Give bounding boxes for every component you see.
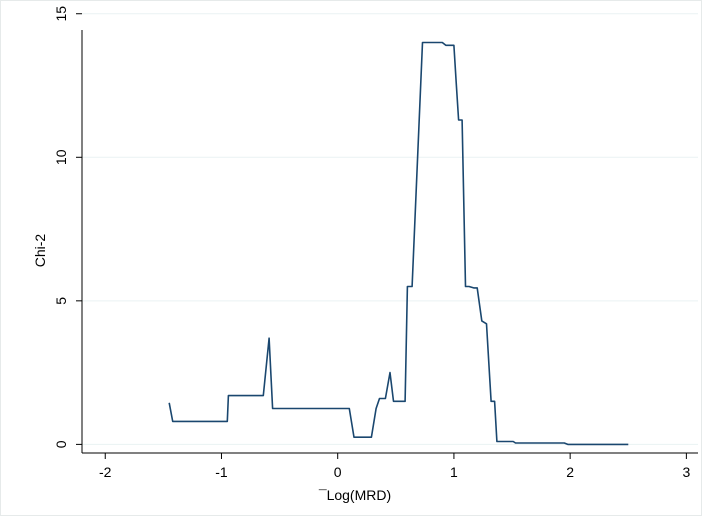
x-tick-label-0: 0 <box>334 464 342 480</box>
x-tick-label--1: -1 <box>215 464 228 480</box>
x-tick-label-3: 3 <box>682 464 690 480</box>
x-tick-label-1: 1 <box>450 464 458 480</box>
axes-layer <box>81 30 698 454</box>
x-tick-label-2: 2 <box>566 464 574 480</box>
series-line-0 <box>168 41 629 446</box>
series-layer <box>168 41 629 446</box>
y-tick-label-15: 15 <box>53 6 69 22</box>
y-tick-label-5: 5 <box>53 297 69 305</box>
y-axis-label: Chi-2 <box>32 234 48 268</box>
y-tick-label-10: 10 <box>53 149 69 165</box>
y-tick-label-0: 0 <box>53 440 69 448</box>
x-tick-label--2: -2 <box>99 464 112 480</box>
ticks-layer: -2 -1 0 1 2 3 0 5 10 15 <box>53 6 690 480</box>
x-axis-label: ¯Log(MRD) <box>318 487 391 503</box>
